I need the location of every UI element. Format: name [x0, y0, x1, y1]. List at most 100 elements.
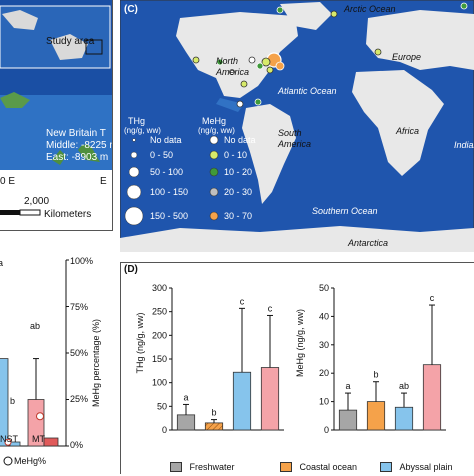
panel-b-letter-b: b [10, 396, 16, 406]
mehg-chart-sig-letter-3: c [430, 293, 435, 303]
thg-chart-y-tick-label: 100 [152, 378, 167, 388]
mehg-legend-unit: (ng/g, ww) [198, 126, 235, 135]
shelf-water [216, 98, 244, 112]
site-marker [216, 58, 224, 66]
site-marker [460, 2, 468, 10]
thg-class-3: 100 - 150 [150, 187, 189, 197]
europe-land [366, 10, 474, 70]
island [0, 92, 30, 108]
thg-legend-symbol [126, 184, 142, 200]
panel-b-letter-a: a [0, 258, 4, 268]
legend-abyssal: Abyssal plain [380, 458, 452, 476]
label-south-america: South America [278, 128, 312, 149]
label-arctic-ocean: Arctic Ocean [344, 4, 396, 14]
panel-d-letter: (D) [124, 264, 138, 275]
thg-chart-sig-letter-1: b [211, 408, 216, 418]
site-marker [229, 69, 235, 75]
trench-name: New Britain T [46, 128, 106, 139]
mehg-class-4: 30 - 70 [224, 211, 253, 221]
mehg-legend-symbol [209, 211, 219, 221]
panel-a-map-svg [0, 0, 113, 170]
site-marker [374, 48, 382, 56]
thg-class-2: 50 - 100 [150, 167, 184, 177]
sampling-sites [192, 2, 468, 108]
mehg-class-1: 0 - 10 [224, 150, 248, 160]
panel-b-legend-circle [3, 456, 13, 466]
panel-c-map-svg [120, 0, 474, 252]
mehg-class-2: 10 - 20 [224, 167, 253, 177]
label-europe: Europe [392, 52, 422, 62]
panel-b-tick-25: 25% [70, 394, 89, 404]
lon-label-1: E [100, 176, 107, 187]
scale-value: 2,000 [24, 196, 50, 207]
label-atlantic-ocean: Atlantic Ocean [278, 86, 337, 96]
thg-chart-y-tick-label: 300 [152, 283, 167, 293]
panel-b-tick-100: 100% [70, 256, 94, 266]
mehg-legend-symbol [209, 187, 219, 197]
mehg-chart-sig-letter-0: a [345, 381, 350, 391]
legend-label-coastal: Coastal ocean [299, 461, 357, 472]
thg-chart-sig-letter-2: c [240, 296, 245, 306]
study-area-label: Study area [46, 36, 95, 47]
mehg-legend-symbol [209, 167, 219, 177]
south-america-land [242, 104, 296, 204]
thg-legend-title: THg [128, 116, 146, 126]
study-area-box [85, 39, 103, 55]
thg-legend-symbol [130, 151, 138, 159]
panel-b-mehg-percent-marker [36, 412, 44, 421]
thg-chart-y-tick-label: 200 [152, 330, 167, 340]
site-marker [256, 62, 264, 70]
site-marker [192, 56, 200, 64]
site-marker [261, 57, 271, 67]
panel-b-chart: 100% 75% 50% 25% 0% MeHg percentage (%) … [0, 238, 112, 474]
mehg-legend-symbol [209, 135, 219, 145]
antarctica-land [120, 226, 474, 252]
panel-b-mehg-percent-marker [4, 438, 12, 446]
inset-land [50, 34, 88, 60]
inset-land [2, 10, 38, 30]
panel-b-cat-nst: NST [0, 434, 18, 444]
legend-label-freshwater: Freshwater [189, 461, 235, 472]
panel-a-border [0, 0, 113, 231]
thg-class-0: No data [150, 135, 182, 145]
label-southern-ocean: Southern Ocean [312, 206, 378, 216]
mehg-chart-sig-letter-1: b [373, 370, 378, 380]
mehg-chart-y-tick-label: 30 [319, 340, 329, 350]
mehg-chart-sig-letter-2: ab [399, 381, 409, 391]
mehg-chart-y-tick-label: 10 [319, 397, 329, 407]
mehg-class-0: No data [224, 135, 256, 145]
panel-b-cat-mt: MT [32, 434, 45, 444]
label-indian: Indian [454, 140, 474, 150]
lon-label-0: 0 E [0, 176, 16, 187]
panel-a-map: Study area New Britain T Middle: -8225 m… [0, 0, 118, 233]
island [52, 150, 66, 165]
thg-chart-y-tick-label: 50 [157, 401, 167, 411]
thg-legend-unit: (ng/g, ww) [124, 126, 161, 135]
site-marker [240, 80, 248, 88]
africa-land [352, 70, 444, 176]
scale-bar-icon [0, 209, 41, 216]
thg-legend-symbol [128, 166, 140, 178]
site-marker [276, 6, 284, 14]
depth-east: East: -8903 m [46, 152, 109, 163]
panel-b-right-axis-label: MeHg percentage (%) [91, 318, 102, 408]
thg-legend-symbol [132, 138, 136, 142]
site-marker [266, 66, 274, 74]
thg-chart-y-tick-label: 250 [152, 307, 167, 317]
thg-class-1: 0 - 50 [150, 150, 174, 160]
panel-b-letter-ab: ab [30, 321, 41, 331]
thg-chart-sig-letter-0: a [183, 392, 188, 402]
mehg-chart-y-tick-label: 20 [319, 368, 329, 378]
map-legend [124, 135, 219, 226]
thg-legend-symbol [124, 206, 144, 226]
depth-middle: Middle: -8225 m [46, 140, 118, 151]
site-marker [254, 98, 262, 106]
legend-swatch-freshwater [170, 461, 182, 472]
legend-swatch-abyssal [380, 461, 392, 472]
label-africa: Africa [396, 126, 420, 136]
legend-label-abyssal: Abyssal plain [399, 461, 453, 472]
panel-b-tick-50: 50% [70, 348, 89, 358]
mehg-legend-symbol [209, 150, 219, 160]
island [78, 144, 100, 162]
